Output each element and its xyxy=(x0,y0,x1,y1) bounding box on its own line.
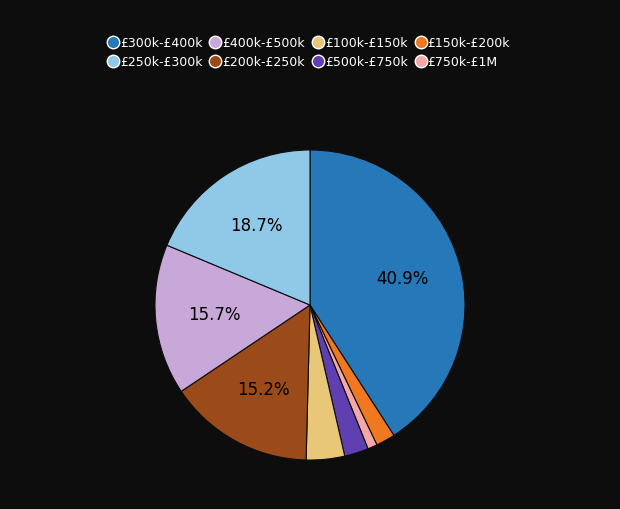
Wedge shape xyxy=(310,151,465,436)
Wedge shape xyxy=(310,305,394,445)
Wedge shape xyxy=(181,305,310,460)
Text: 15.7%: 15.7% xyxy=(188,306,241,324)
Text: 15.2%: 15.2% xyxy=(237,381,290,399)
Wedge shape xyxy=(310,305,368,456)
Text: 18.7%: 18.7% xyxy=(231,216,283,235)
Wedge shape xyxy=(167,151,310,305)
Text: 40.9%: 40.9% xyxy=(376,269,428,287)
Wedge shape xyxy=(306,305,345,460)
Legend: £300k-£400k, £250k-£300k, £400k-£500k, £200k-£250k, £100k-£150k, £500k-£750k, £1: £300k-£400k, £250k-£300k, £400k-£500k, £… xyxy=(106,33,514,73)
Wedge shape xyxy=(155,246,310,391)
Wedge shape xyxy=(310,305,377,449)
